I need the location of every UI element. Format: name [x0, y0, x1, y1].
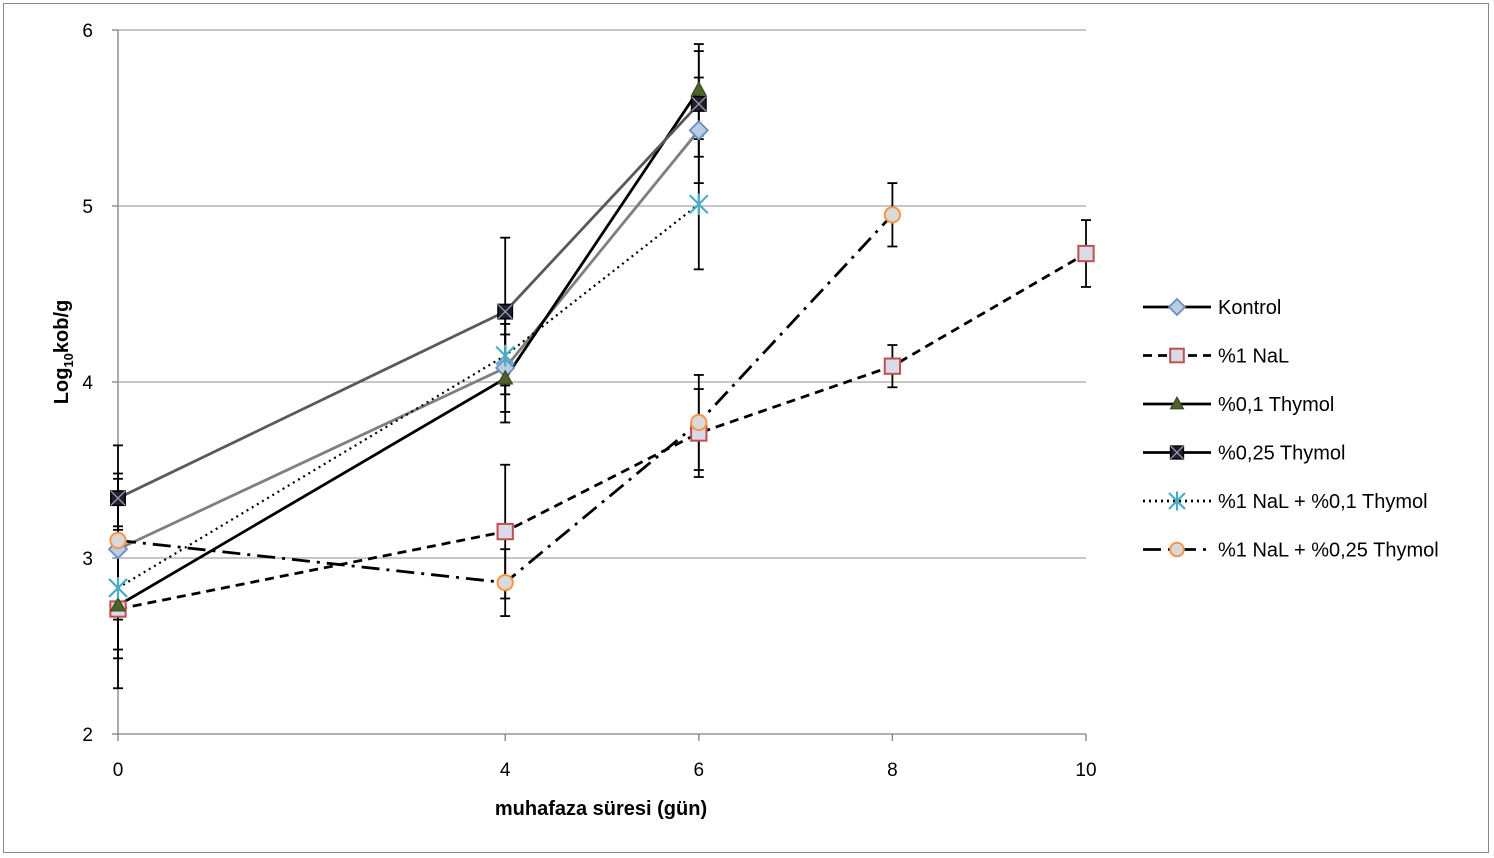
series-markers — [107, 80, 1095, 618]
point-s3-p0 — [110, 490, 126, 507]
y-tick-labels: 2 3 4 5 6 — [82, 21, 93, 746]
series-line-5 — [117, 213, 894, 585]
legend-marker-4 — [1168, 491, 1186, 511]
point-s3-p1 — [497, 303, 514, 320]
point-s0-p2 — [688, 120, 710, 141]
point-s2-p0 — [109, 596, 127, 612]
y-tick-label-3: 5 — [82, 197, 93, 218]
error-bars — [113, 43, 1091, 690]
legend-item-3: %0,25 Thymol — [1143, 443, 1345, 465]
x-tick-label-1: 4 — [500, 760, 511, 781]
y-axis-label-rest: kob/g — [51, 300, 73, 353]
point-s4-p2 — [689, 193, 709, 216]
series-line-0 — [117, 129, 700, 551]
legend-marker-1 — [1169, 347, 1185, 364]
x-tick-label-3: 8 — [887, 760, 898, 781]
series-lines — [117, 89, 1087, 611]
y-axis-label-sub: 10 — [61, 353, 76, 367]
point-s1-p1 — [496, 522, 514, 541]
legend-label-0: Kontrol — [1218, 297, 1281, 319]
x-tick-labels: 0 4 6 8 10 — [113, 760, 1097, 781]
legend-item-2: %0,1 Thymol — [1143, 394, 1334, 416]
point-s4-p0 — [108, 577, 128, 599]
legend-marker-2 — [1169, 395, 1185, 410]
axes — [112, 29, 1087, 741]
point-s3-p0-x2 — [110, 490, 126, 506]
legend-label-3: %0,25 Thymol — [1218, 443, 1345, 465]
point-s1-p4 — [1077, 244, 1095, 263]
legend-label-1: %1 NaL — [1218, 346, 1289, 368]
point-s5-p0 — [109, 531, 127, 550]
point-s3-p2-x2 — [691, 96, 707, 112]
point-s2-p2 — [690, 80, 708, 96]
legend-item-0: Kontrol — [1143, 297, 1281, 319]
series-line-2 — [117, 89, 700, 607]
y-tick-label-2: 4 — [82, 373, 93, 394]
series-line-4 — [117, 203, 700, 589]
chart-frame — [3, 3, 1489, 853]
legend-marker-3 — [1169, 445, 1185, 460]
legend-marker-0 — [1167, 297, 1187, 317]
y-axis-label-main: Log — [51, 368, 73, 405]
point-s1-p3 — [883, 357, 902, 375]
point-s4-p1 — [495, 344, 515, 367]
y-tick-label-4: 6 — [82, 21, 93, 42]
series-line-3 — [117, 102, 700, 500]
point-s5-p2 — [690, 413, 708, 432]
legend-item-1: %1 NaL — [1143, 346, 1289, 368]
y-axis-label: Log10kob/g — [51, 300, 76, 404]
x-axis-label: muhafaza süresi (gün) — [495, 798, 707, 820]
x-tick-label-4: 10 — [1075, 760, 1096, 781]
legend: Kontrol %1 NaL %0,1 Thymol %0,25 Thymol %1 N… — [1143, 297, 1439, 562]
legend-item-5: %1 NaL + %0,25 Thymol — [1143, 540, 1439, 562]
y-tick-label-0: 2 — [82, 725, 93, 746]
legend-item-4: %1 NaL + %0,1 Thymol — [1143, 491, 1428, 513]
point-s2-p1 — [496, 369, 514, 385]
legend-marker-5 — [1169, 541, 1185, 558]
point-s5-p1 — [496, 573, 514, 592]
gridlines — [118, 29, 1086, 559]
series-group — [107, 43, 1095, 690]
legend-marker-3-x2 — [1170, 445, 1184, 460]
legend-label-4: %1 NaL + %0,1 Thymol — [1218, 491, 1428, 513]
point-s5-p3 — [883, 206, 902, 224]
x-tick-label-0: 0 — [113, 760, 124, 781]
point-s3-p2 — [690, 95, 707, 112]
x-tick-label-2: 6 — [694, 760, 705, 781]
legend-label-5: %1 NaL + %0,25 Thymol — [1218, 540, 1439, 562]
point-s3-p1-x2 — [497, 303, 513, 320]
legend-label-2: %0,1 Thymol — [1218, 394, 1334, 416]
y-tick-label-1: 3 — [82, 549, 93, 570]
series-line-1 — [117, 252, 1087, 611]
